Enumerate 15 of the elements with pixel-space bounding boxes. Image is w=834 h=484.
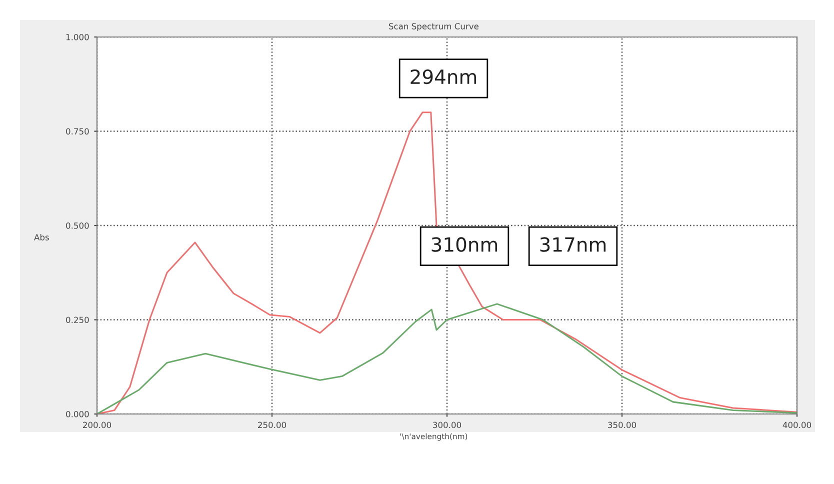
y-tick-label: 0.500: [66, 222, 89, 229]
annotation: 294nm: [410, 69, 476, 84]
y-tick-label: 0.750: [66, 128, 89, 135]
x-tick-label: 300.00: [433, 422, 462, 428]
y-tick-label: 1.000: [66, 34, 89, 40]
y-tick-label: 0.250: [66, 316, 89, 324]
annotation: 317nm: [540, 237, 606, 252]
y-tick-label: 0.000: [66, 410, 89, 418]
annotation: 310nm: [432, 237, 498, 252]
x-tick-label: 200.00: [83, 422, 112, 428]
y-axis-title: Abs: [34, 234, 49, 240]
x-tick-label: 250.00: [258, 422, 286, 428]
chart-title: Scan Spectrum Curve: [388, 23, 478, 32]
x-tick-label: 400.00: [782, 422, 812, 428]
x-tick-label: 350.00: [608, 422, 636, 428]
